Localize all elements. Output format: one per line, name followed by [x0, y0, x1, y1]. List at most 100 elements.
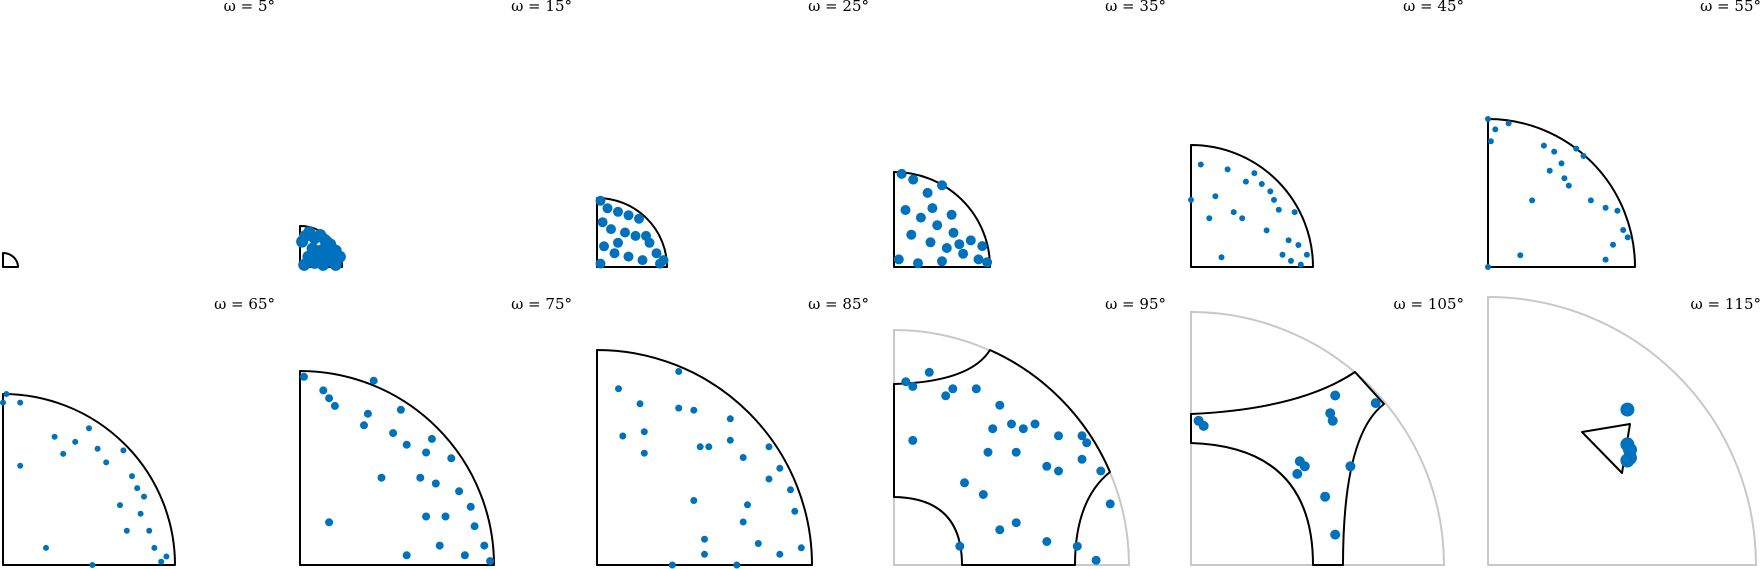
data-point — [1242, 178, 1249, 185]
data-point — [1197, 161, 1204, 168]
data-point — [1303, 251, 1310, 258]
data-point — [158, 558, 165, 565]
data-point — [958, 248, 969, 259]
data-point — [1505, 120, 1512, 127]
data-point — [3, 391, 10, 397]
data-point — [941, 391, 951, 401]
data-point — [137, 510, 144, 517]
panel: ω = 115° — [1487, 295, 1760, 566]
data-point — [908, 435, 918, 445]
data-point — [0, 399, 6, 406]
panel-title: ω = 15° — [511, 0, 572, 15]
data-point — [1573, 145, 1580, 152]
section-outline — [1487, 118, 1636, 268]
panel-title: ω = 45° — [1403, 0, 1464, 15]
data-point — [151, 544, 158, 551]
data-point — [982, 257, 993, 268]
data-point — [1370, 398, 1381, 409]
data-point — [640, 428, 648, 436]
data-point — [396, 405, 405, 414]
data-point — [1327, 415, 1338, 426]
data-point — [960, 478, 969, 488]
data-point — [1620, 227, 1627, 233]
data-point — [995, 525, 1005, 535]
data-point — [620, 227, 630, 238]
data-point — [1487, 138, 1494, 145]
panel-title: ω = 85° — [808, 295, 869, 313]
data-point — [1620, 402, 1635, 417]
data-point — [1485, 264, 1491, 270]
section-outline — [1190, 144, 1314, 268]
data-point — [1288, 257, 1294, 264]
data-point — [765, 443, 773, 451]
marker-group — [0, 391, 170, 568]
data-point — [637, 255, 648, 266]
data-point — [1271, 196, 1277, 203]
data-point — [141, 493, 147, 500]
data-point — [896, 168, 907, 179]
data-point — [360, 421, 368, 430]
data-point — [776, 464, 784, 472]
data-point — [948, 227, 959, 238]
panel: ω = 45° — [1188, 0, 1464, 268]
data-point — [89, 562, 96, 568]
data-point — [299, 372, 308, 381]
data-point — [1212, 193, 1219, 200]
data-point — [915, 212, 926, 223]
data-point — [893, 254, 904, 265]
data-point — [298, 258, 311, 271]
data-point — [602, 203, 613, 214]
section-outline — [596, 349, 813, 566]
outer-section-outline — [893, 328, 1131, 566]
data-point — [455, 487, 464, 496]
data-point — [129, 473, 135, 480]
data-point — [1011, 447, 1021, 457]
data-point — [1540, 142, 1547, 149]
marker-group — [1485, 116, 1631, 270]
data-point — [1077, 431, 1087, 441]
section-outline — [893, 349, 1111, 566]
data-point — [1485, 116, 1491, 122]
data-point — [675, 368, 683, 375]
data-point — [1054, 431, 1063, 441]
data-point — [1263, 227, 1270, 234]
data-point — [146, 527, 153, 534]
marker-group — [595, 195, 669, 269]
data-point — [609, 248, 620, 259]
data-point — [634, 213, 644, 224]
data-point — [623, 210, 634, 221]
data-point — [1198, 420, 1209, 431]
data-point — [480, 541, 489, 550]
panel-title: ω = 75° — [511, 295, 572, 313]
data-point — [776, 550, 784, 558]
panel-title: ω = 65° — [214, 295, 275, 313]
data-point — [1551, 148, 1558, 155]
data-point — [431, 479, 440, 488]
data-point — [641, 230, 651, 241]
data-point — [636, 400, 644, 408]
data-point — [1558, 160, 1565, 167]
data-point — [1267, 188, 1274, 195]
data-point — [701, 535, 708, 543]
data-point — [946, 209, 957, 220]
panel-title: ω = 25° — [808, 0, 869, 15]
data-point — [606, 224, 616, 235]
data-point — [791, 507, 799, 515]
data-point — [965, 235, 976, 246]
marker-group — [1193, 390, 1381, 540]
data-point — [72, 438, 79, 445]
data-point — [765, 475, 773, 483]
data-point — [955, 541, 965, 551]
data-point — [1279, 251, 1286, 258]
marker-group — [1620, 402, 1637, 468]
data-point — [369, 376, 378, 385]
marker-group — [1188, 161, 1310, 268]
data-point — [925, 237, 936, 248]
marker-group — [901, 367, 1115, 565]
panel: ω = 25° — [595, 0, 869, 269]
data-point — [988, 424, 998, 434]
data-point — [1285, 237, 1292, 244]
data-point — [389, 429, 398, 438]
panel-title: ω = 95° — [1105, 295, 1166, 313]
data-point — [377, 473, 386, 482]
